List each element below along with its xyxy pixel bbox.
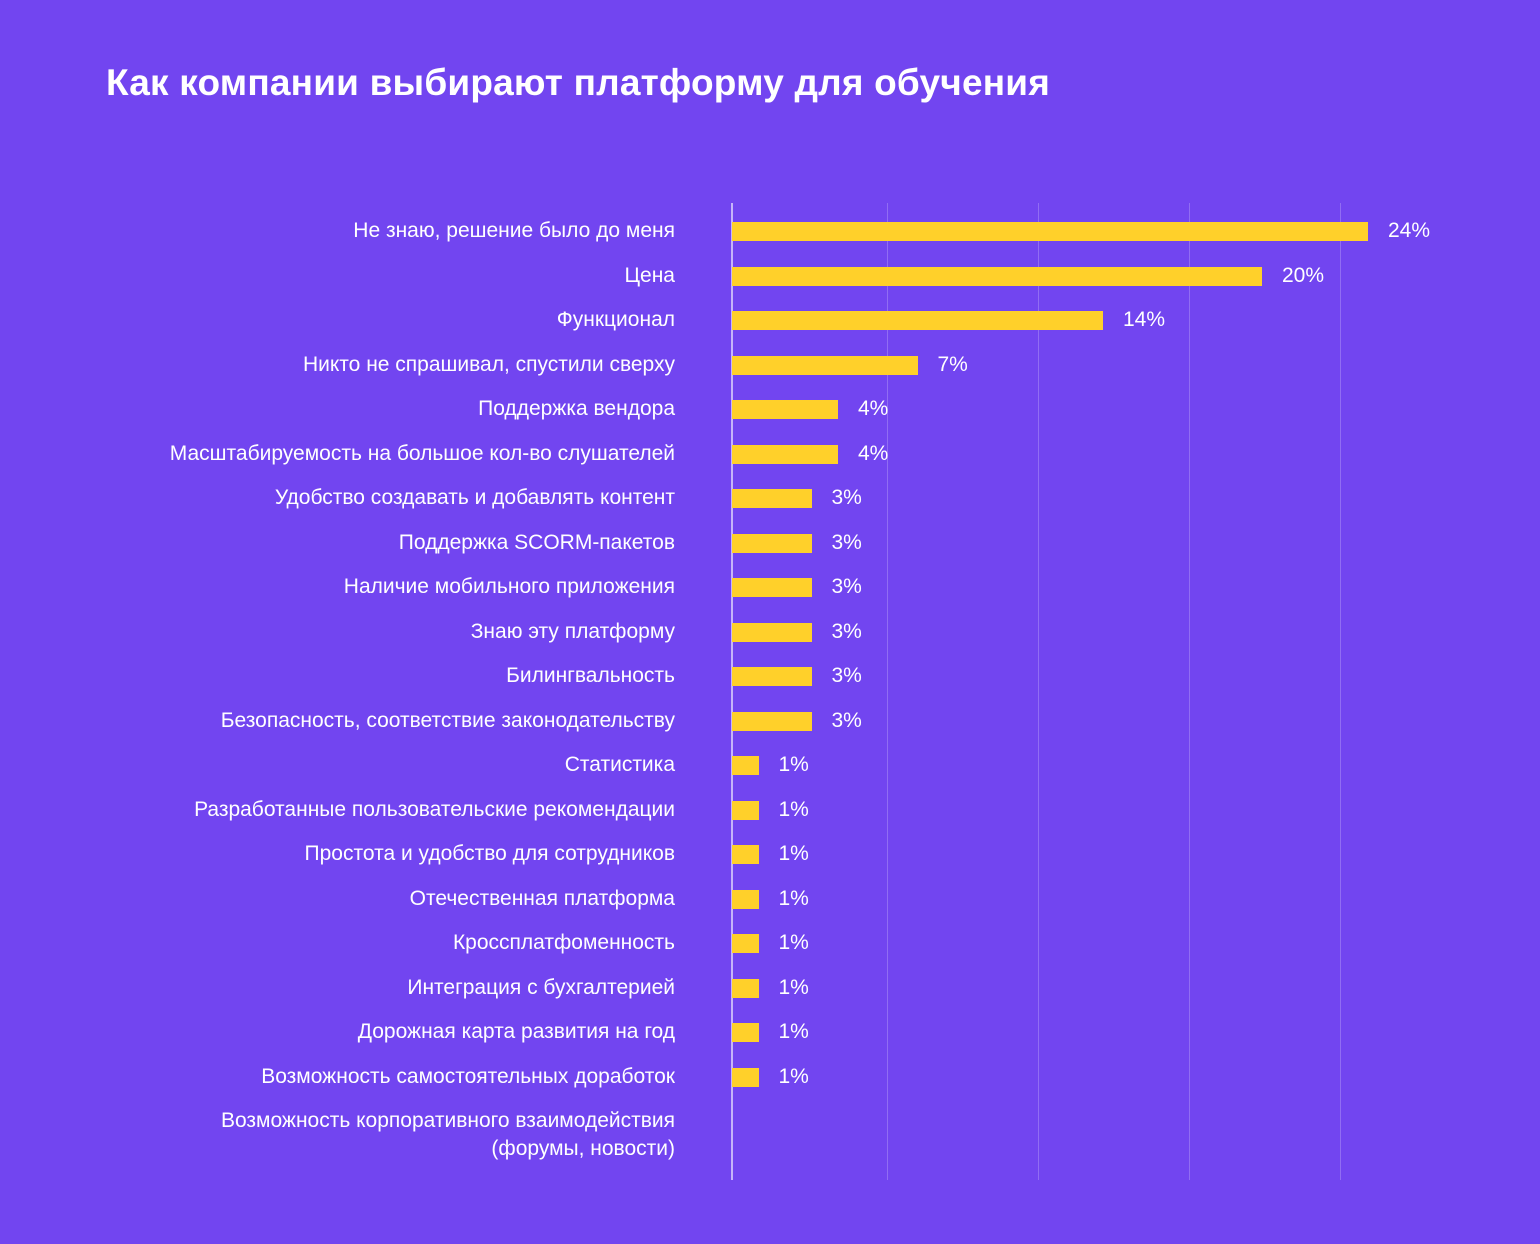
category-label: Функционал xyxy=(556,308,675,331)
gridline xyxy=(1340,203,1341,1180)
category-label: Отечественная платформа xyxy=(409,886,675,910)
bar xyxy=(732,222,1368,241)
bar xyxy=(732,756,759,775)
category-label: Разработанные пользовательские рекоменда… xyxy=(194,797,675,821)
bar xyxy=(732,934,759,953)
value-label: 3% xyxy=(831,664,862,687)
gridline xyxy=(1189,203,1190,1180)
value-label: 3% xyxy=(831,486,862,509)
category-label: Кроссплатфоменность xyxy=(452,931,675,954)
category-label: Возможность корпоративного взаимодействи… xyxy=(220,1109,675,1160)
value-label: 1% xyxy=(778,1064,809,1088)
value-label: 3% xyxy=(831,708,862,732)
value-label: 1% xyxy=(778,1020,809,1043)
chart-title: Как компании выбирают платформу для обуч… xyxy=(106,62,1051,103)
gridline xyxy=(1038,203,1039,1180)
value-label: 1% xyxy=(778,975,809,999)
bar xyxy=(732,578,812,597)
category-label: Возможность самостоятельных доработок xyxy=(261,1064,675,1088)
value-label: 1% xyxy=(778,886,809,910)
bar xyxy=(732,266,1262,286)
category-label: Никто не спрашивал, спустили сверху xyxy=(302,352,675,376)
category-label: Знаю эту платформу xyxy=(470,619,675,643)
value-label: 14% xyxy=(1123,308,1166,331)
category-label: Безопасность, соответствие законодательс… xyxy=(220,708,675,732)
value-label: 4% xyxy=(858,397,889,420)
bar xyxy=(732,489,812,508)
value-label: 1% xyxy=(778,842,809,865)
category-label: Билингвальность xyxy=(506,664,675,687)
bar xyxy=(732,444,838,464)
category-label: Не знаю, решение было до меня xyxy=(353,219,675,242)
bar xyxy=(732,667,812,686)
value-label: 3% xyxy=(831,619,862,643)
category-label: Поддержка вендора xyxy=(478,397,675,420)
bar xyxy=(732,800,759,820)
bar xyxy=(732,533,812,553)
y-axis-line xyxy=(731,203,733,1180)
category-label: Цена xyxy=(624,263,676,287)
bar xyxy=(732,622,812,642)
category-label: Масштабируемость на большое кол-во слуша… xyxy=(169,441,675,465)
bar xyxy=(732,1023,759,1042)
value-label: 1% xyxy=(778,797,809,821)
bar xyxy=(732,978,759,998)
bar xyxy=(732,1067,759,1087)
bar xyxy=(732,311,1103,330)
value-label: 3% xyxy=(831,530,862,554)
category-label: Поддержка SCORM-пакетов xyxy=(398,530,675,554)
value-label: 1% xyxy=(778,931,809,954)
bar xyxy=(732,889,759,909)
category-label: Наличие мобильного приложения xyxy=(343,575,675,598)
category-label: Статистика xyxy=(564,753,675,776)
category-label: Простота и удобство для сотрудников xyxy=(304,842,675,865)
bar xyxy=(732,355,918,375)
value-label: 20% xyxy=(1282,263,1325,287)
value-label: 1% xyxy=(778,753,809,776)
value-label: 3% xyxy=(831,575,862,598)
category-label: Интеграция с бухгалтерией xyxy=(407,975,675,999)
gridline xyxy=(887,203,888,1180)
bar xyxy=(732,400,838,419)
category-label: Дорожная карта развития на год xyxy=(357,1020,675,1043)
category-label: Удобство создавать и добавлять контент xyxy=(274,486,675,509)
value-label: 24% xyxy=(1388,219,1431,242)
bar xyxy=(732,845,759,864)
bar xyxy=(732,711,812,731)
value-label: 4% xyxy=(858,441,889,465)
value-label: 7% xyxy=(937,352,968,376)
